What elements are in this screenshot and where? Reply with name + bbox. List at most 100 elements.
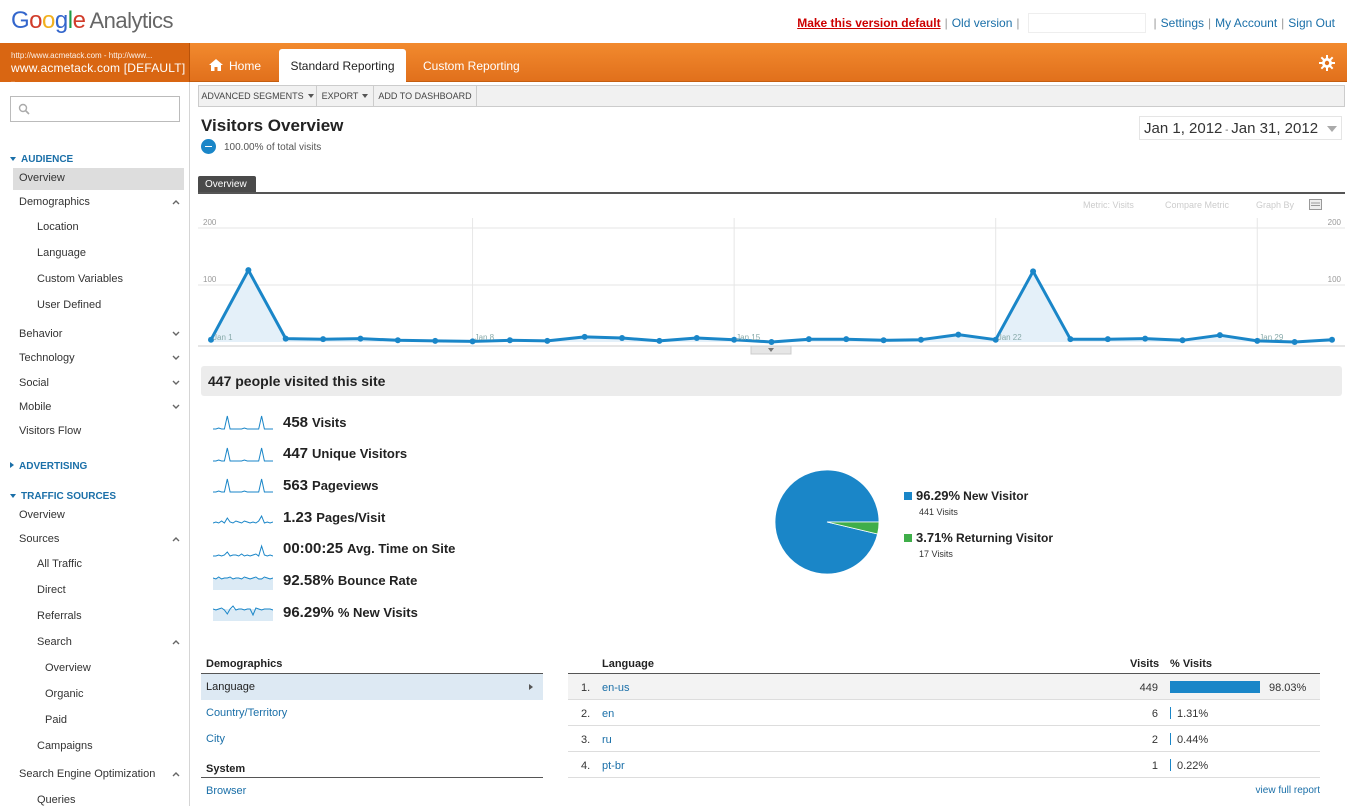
data-point[interactable]: [843, 336, 850, 343]
metric-selector[interactable]: Metric: Visits: [1083, 200, 1134, 210]
data-point[interactable]: [432, 337, 439, 344]
chevron-down-icon[interactable]: [172, 404, 180, 410]
metric-row[interactable]: 96.29%% New Visits: [213, 602, 418, 622]
data-point[interactable]: [880, 337, 887, 344]
sidebar-section-audience[interactable]: AUDIENCE: [10, 154, 73, 165]
data-point[interactable]: [1142, 335, 1149, 342]
tab-custom-reporting[interactable]: Custom Reporting: [423, 59, 520, 73]
chevron-up-icon[interactable]: [172, 639, 180, 645]
data-point[interactable]: [1329, 336, 1335, 343]
sidebar-item-location[interactable]: Location: [37, 221, 79, 233]
data-point[interactable]: [357, 335, 364, 342]
data-point[interactable]: [1067, 336, 1074, 343]
gear-icon[interactable]: [1319, 55, 1335, 71]
sidebar-item-sources[interactable]: Sources: [19, 533, 60, 545]
sidebar-item-custom-variables[interactable]: Custom Variables: [37, 273, 123, 285]
demographics-item-city[interactable]: City: [206, 733, 225, 745]
settings-link[interactable]: Settings: [1160, 16, 1205, 30]
metric-row[interactable]: 00:00:25 Avg. Time on Site: [213, 539, 455, 559]
language-link[interactable]: ru: [602, 734, 612, 746]
chevron-down-icon[interactable]: [172, 380, 180, 386]
data-point[interactable]: [992, 336, 999, 343]
old-version-link[interactable]: Old version: [951, 16, 1013, 30]
metric-row[interactable]: 563 Pageviews: [213, 475, 379, 495]
column-header-visits[interactable]: Visits: [1130, 658, 1160, 670]
data-point[interactable]: [693, 335, 700, 342]
data-point[interactable]: [208, 336, 214, 343]
tab-overview[interactable]: Overview: [198, 176, 256, 193]
data-point[interactable]: [656, 337, 663, 344]
metric-row[interactable]: 458 Visits: [213, 412, 346, 432]
data-point[interactable]: [619, 335, 626, 342]
data-point[interactable]: [320, 336, 327, 343]
chevron-up-icon[interactable]: [172, 771, 180, 777]
column-header-pct-visits[interactable]: % Visits: [1170, 658, 1212, 670]
sidebar-section-advertising[interactable]: ADVERTISING: [10, 461, 87, 472]
sidebar-item-mobile[interactable]: Mobile: [19, 401, 52, 413]
make-default-link[interactable]: Make this version default: [797, 16, 941, 30]
chevron-up-icon[interactable]: [172, 199, 180, 205]
data-point[interactable]: [1254, 337, 1261, 344]
data-point[interactable]: [1291, 339, 1298, 345]
column-header-language[interactable]: Language: [602, 658, 654, 670]
add-to-dashboard-button[interactable]: ADD TO DASHBOARD: [374, 86, 477, 106]
sidebar-item-paid[interactable]: Paid: [45, 714, 68, 726]
data-point[interactable]: [768, 339, 775, 345]
sidebar-item-overview[interactable]: Overview: [13, 168, 184, 190]
data-point[interactable]: [1179, 337, 1186, 344]
calendar-icon[interactable]: [1309, 199, 1322, 210]
sidebar-item-referrals[interactable]: Referrals: [37, 610, 82, 622]
advanced-segments-button[interactable]: ADVANCED SEGMENTS: [199, 86, 317, 106]
sidebar-item-search-overview[interactable]: Overview: [45, 662, 91, 674]
sidebar-item-ts-overview[interactable]: Overview: [19, 509, 65, 521]
language-link[interactable]: en-us: [602, 682, 630, 694]
chevron-down-icon[interactable]: [172, 331, 180, 337]
data-point[interactable]: [581, 333, 588, 340]
demographics-item-language[interactable]: Language: [201, 674, 543, 700]
compare-metric-selector[interactable]: Compare Metric: [1165, 200, 1230, 210]
metric-row[interactable]: 447 Unique Visitors: [213, 444, 407, 464]
data-point[interactable]: [805, 336, 812, 343]
data-point[interactable]: [1216, 332, 1223, 339]
view-full-report-link[interactable]: view full report: [1255, 785, 1320, 796]
sidebar-item-queries[interactable]: Queries: [37, 794, 76, 806]
sidebar-item-technology[interactable]: Technology: [19, 352, 75, 364]
account-selector[interactable]: http://www.acmetack.com - http://www... …: [0, 43, 190, 88]
sidebar-item-direct[interactable]: Direct: [37, 584, 66, 596]
sidebar-item-demographics[interactable]: Demographics: [19, 196, 90, 208]
sidebar-item-social[interactable]: Social: [19, 377, 49, 389]
system-item-browser[interactable]: Browser: [206, 785, 247, 797]
data-point[interactable]: [469, 338, 476, 345]
pie-slice[interactable]: [826, 521, 880, 535]
tab-standard-reporting[interactable]: Standard Reporting: [279, 49, 406, 82]
my-account-link[interactable]: My Account: [1215, 16, 1278, 30]
sidebar-item-seo[interactable]: Search Engine Optimization: [19, 768, 156, 780]
language-link[interactable]: en: [602, 708, 615, 720]
data-point[interactable]: [1030, 268, 1037, 275]
sidebar-item-language[interactable]: Language: [37, 247, 86, 259]
metric-row[interactable]: 92.58% Bounce Rate: [213, 571, 417, 591]
sidebar-item-all-traffic[interactable]: All Traffic: [37, 558, 83, 570]
data-point[interactable]: [245, 267, 252, 274]
tab-home[interactable]: Home: [209, 49, 261, 82]
sidebar-item-behavior[interactable]: Behavior: [19, 328, 63, 340]
sidebar-section-traffic-sources[interactable]: TRAFFIC SOURCES: [10, 491, 116, 502]
sidebar-item-visitors-flow[interactable]: Visitors Flow: [19, 425, 82, 437]
sidebar-item-campaigns[interactable]: Campaigns: [37, 740, 93, 752]
google-analytics-logo[interactable]: Google Analytics: [11, 7, 173, 35]
demographics-item-country[interactable]: Country/Territory: [206, 707, 288, 719]
data-point[interactable]: [731, 336, 738, 343]
data-point[interactable]: [506, 337, 513, 344]
data-point[interactable]: [917, 336, 924, 343]
sign-out-link[interactable]: Sign Out: [1288, 16, 1335, 30]
search-input[interactable]: [10, 96, 180, 122]
sidebar-item-user-defined[interactable]: User Defined: [37, 299, 102, 311]
chevron-down-icon[interactable]: [172, 355, 180, 361]
chevron-up-icon[interactable]: [172, 536, 180, 542]
data-point[interactable]: [394, 337, 401, 344]
language-link[interactable]: pt-br: [602, 760, 625, 772]
metric-row[interactable]: 1.23 Pages/Visit: [213, 507, 385, 527]
export-button[interactable]: EXPORT: [317, 86, 374, 106]
sidebar-item-search[interactable]: Search: [37, 636, 72, 648]
data-point[interactable]: [282, 335, 289, 342]
